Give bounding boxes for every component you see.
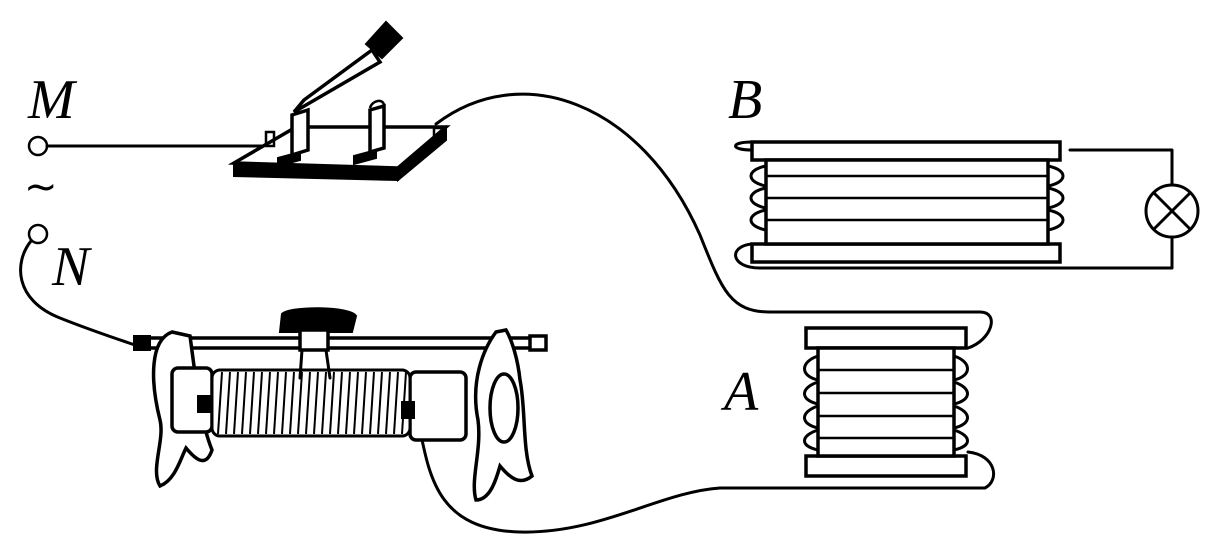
- coil-b-left-turns: [749, 164, 768, 232]
- rheostat-slider-contact: [298, 348, 332, 380]
- switch-blade: [292, 47, 383, 114]
- switch-screw-right: [432, 126, 444, 142]
- coil-b: B: [728, 69, 1065, 270]
- rheostat-slider-cap: [278, 307, 358, 333]
- wire-n-to-rheostat: [19, 239, 140, 348]
- terminal-n-label: N: [51, 236, 92, 298]
- coil-a-label: A: [720, 361, 759, 423]
- coil-b-lead-top: [734, 140, 754, 152]
- lamp: [1144, 183, 1200, 239]
- switch-slot-left: [277, 150, 301, 168]
- wire-rheostat-to-coil-a: [418, 428, 995, 534]
- terminal-m-label: M: [27, 69, 78, 131]
- wire-coil-b-to-lamp-top: [1068, 148, 1174, 188]
- wire-switch-to-coil-a: [434, 92, 993, 350]
- rheostat-terminal-left[interactable]: [197, 395, 211, 413]
- switch-clip-post: [368, 103, 386, 155]
- coil-a-left-turns: [803, 354, 820, 452]
- knife-switch[interactable]: [227, 20, 451, 183]
- rheostat-end-cap-right: [408, 370, 468, 442]
- coil-b-top-flange: [750, 140, 1062, 162]
- coil-b-core: [764, 158, 1050, 246]
- switch-hinge-post: [290, 107, 310, 158]
- coil-a-bottom-flange: [804, 454, 968, 478]
- rheostat-rod-end-left: [133, 335, 151, 351]
- lamp-cross: [1152, 191, 1192, 231]
- switch-handle-knob[interactable]: [364, 20, 404, 60]
- rheostat-slider-body: [298, 328, 330, 352]
- rheostat-right-ring: [488, 372, 520, 444]
- coil-a-top-flange: [804, 326, 968, 350]
- rheostat-coil-windings: [217, 371, 407, 435]
- rheostat-terminal-right[interactable]: [401, 401, 415, 419]
- ac-symbol: ~: [24, 164, 58, 210]
- coil-a-right-turns: [952, 354, 969, 452]
- switch-clip-top: [368, 99, 386, 109]
- switch-screw-left: [264, 130, 276, 148]
- coil-a-core: [816, 346, 956, 458]
- rheostat-slide-rod: [138, 336, 542, 350]
- terminal-n[interactable]: [27, 223, 49, 245]
- terminal-m[interactable]: [27, 135, 49, 157]
- coil-b-bottom-flange: [750, 242, 1062, 264]
- wire-lamp-to-coil-b-bottom: [758, 234, 1174, 270]
- ac-source: M ~ N: [24, 69, 92, 298]
- wires: [19, 92, 1174, 534]
- coil-b-label: B: [728, 69, 762, 131]
- rheostat-rod-end-right: [528, 334, 548, 352]
- rheostat-slider[interactable]: [278, 307, 358, 380]
- rheostat[interactable]: [133, 307, 548, 502]
- coil-b-right-turns: [1046, 164, 1065, 232]
- coil-b-lead-bottom: [734, 242, 762, 270]
- switch-slot-right: [353, 148, 377, 166]
- coil-a: A: [720, 326, 969, 478]
